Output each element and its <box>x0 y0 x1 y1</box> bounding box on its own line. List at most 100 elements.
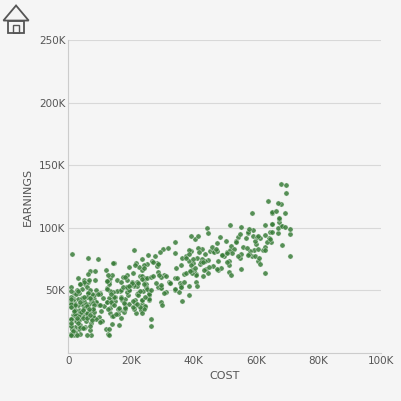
Point <box>176 288 182 295</box>
Point <box>193 271 199 277</box>
Point <box>91 296 97 302</box>
Point <box>262 243 268 250</box>
Point <box>68 332 75 338</box>
Point <box>69 300 76 306</box>
Point <box>143 284 150 290</box>
Point <box>275 224 281 231</box>
Point <box>81 277 87 284</box>
Point <box>287 253 294 259</box>
Point <box>188 261 194 268</box>
Point <box>226 261 233 268</box>
Point <box>131 247 138 254</box>
Point <box>138 310 145 316</box>
Point <box>135 290 141 297</box>
Point <box>136 304 143 310</box>
Point <box>88 320 95 326</box>
Point <box>79 309 85 316</box>
Point <box>87 268 93 274</box>
Point <box>225 269 232 275</box>
Point <box>245 252 251 258</box>
Point <box>68 332 75 338</box>
Point <box>255 258 261 264</box>
Point <box>186 292 192 298</box>
Point <box>68 284 75 290</box>
Point <box>243 235 249 241</box>
Point <box>68 316 75 323</box>
Point <box>93 299 99 305</box>
Point <box>88 315 95 321</box>
Point <box>186 247 192 253</box>
Point <box>85 279 91 286</box>
Point <box>256 235 263 241</box>
Point <box>110 313 116 319</box>
Point <box>207 248 213 254</box>
Point <box>122 296 128 303</box>
Point <box>181 271 187 277</box>
Point <box>194 233 201 239</box>
Point <box>266 235 272 241</box>
Point <box>122 306 128 312</box>
Point <box>79 286 85 292</box>
Point <box>69 328 76 334</box>
Point <box>267 239 274 245</box>
Point <box>87 293 93 300</box>
Point <box>180 279 187 285</box>
Point <box>104 278 111 284</box>
Point <box>269 229 275 235</box>
Point <box>261 270 268 277</box>
Point <box>209 263 216 269</box>
Point <box>215 267 221 273</box>
Point <box>238 266 245 272</box>
Point <box>249 253 255 259</box>
Point <box>178 254 185 261</box>
Point <box>255 233 261 240</box>
Point <box>282 224 288 231</box>
Point <box>125 287 132 293</box>
Point <box>90 306 97 313</box>
Point <box>107 299 114 306</box>
Point <box>68 331 75 337</box>
Point <box>85 290 92 297</box>
Point <box>260 247 266 254</box>
Point <box>172 275 178 281</box>
Point <box>87 312 93 318</box>
Point <box>90 306 96 313</box>
Point <box>99 318 105 324</box>
Point <box>110 259 117 266</box>
Point <box>68 302 75 308</box>
Point <box>231 245 237 252</box>
Point <box>82 314 88 320</box>
Point <box>88 332 95 338</box>
Point <box>229 250 235 256</box>
Point <box>233 238 239 244</box>
Point <box>120 284 126 290</box>
Point <box>105 279 112 285</box>
Point <box>138 305 145 312</box>
Point <box>126 283 132 289</box>
Point <box>182 255 189 261</box>
Point <box>178 284 184 290</box>
Point <box>199 256 205 262</box>
Point <box>224 250 230 257</box>
Point <box>80 298 87 304</box>
Point <box>95 314 102 320</box>
Point <box>146 292 152 298</box>
Point <box>71 307 78 313</box>
Point <box>91 315 97 321</box>
Point <box>68 251 75 257</box>
Point <box>198 258 204 265</box>
Point <box>87 297 94 303</box>
Point <box>226 257 232 264</box>
Point <box>73 287 80 293</box>
Point <box>144 261 151 267</box>
Point <box>213 245 219 252</box>
Point <box>75 302 81 308</box>
Point <box>71 303 77 309</box>
Point <box>69 296 76 303</box>
Point <box>155 284 162 290</box>
Point <box>70 312 76 318</box>
Point <box>200 273 207 279</box>
Point <box>76 281 83 287</box>
Point <box>139 256 146 263</box>
Point <box>131 282 138 289</box>
